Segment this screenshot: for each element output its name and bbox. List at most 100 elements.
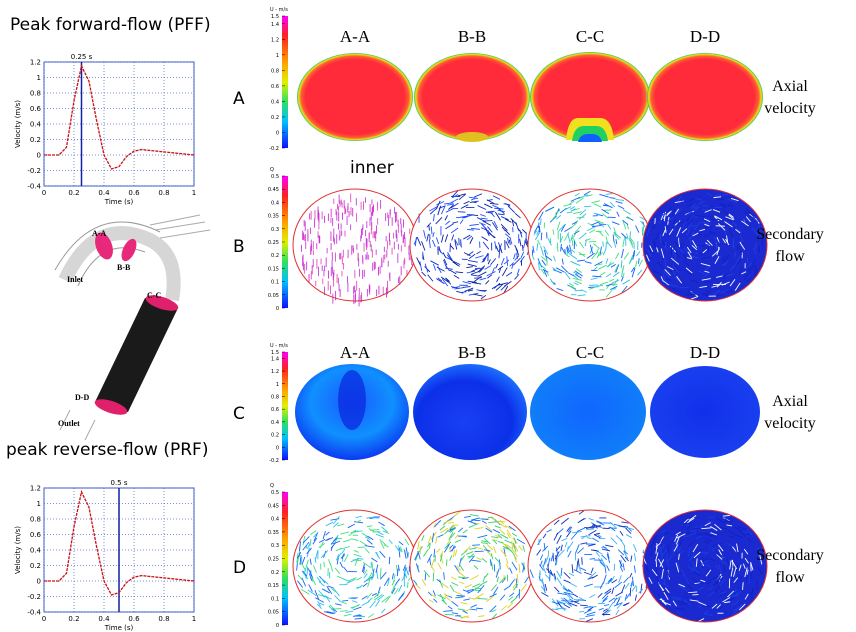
flow-vector (491, 536, 499, 539)
flow-vector (486, 271, 496, 277)
flow-vector (741, 530, 749, 534)
flow-vector (598, 230, 604, 237)
flow-vector (659, 215, 662, 225)
flow-vector (690, 225, 697, 227)
flow-vector (630, 581, 633, 587)
flow-vector (373, 591, 381, 599)
flow-vector (544, 206, 555, 212)
flow-vector (467, 251, 474, 256)
flow-vector (296, 555, 300, 564)
flow-vector (635, 586, 638, 592)
flow-vector (627, 527, 635, 530)
flow-vector (710, 525, 718, 531)
flow-vector (586, 537, 592, 540)
flow-vector (307, 589, 317, 596)
flow-vector (670, 535, 680, 540)
flow-vector (486, 550, 493, 558)
flow-vector (735, 259, 742, 267)
flow-vector (543, 584, 546, 594)
row-label: A (233, 89, 245, 109)
flow-vector (721, 208, 729, 215)
flow-vector (301, 556, 306, 565)
flow-vector (450, 227, 459, 234)
y-tick-label: 0.6 (30, 531, 42, 539)
flow-vector (479, 277, 487, 281)
flow-vector (536, 230, 540, 236)
flow-vector (745, 271, 751, 278)
flow-vector (626, 233, 629, 240)
flow-vector (482, 241, 490, 250)
flow-vector (549, 237, 552, 244)
colorbar-tick-label: 1.4 (271, 22, 279, 28)
flow-vector (466, 235, 473, 241)
flow-vector (662, 229, 666, 237)
flow-vector (744, 593, 749, 600)
flow-vector (690, 231, 695, 239)
flow-vector (443, 543, 450, 553)
flow-vector (477, 585, 485, 594)
flow-vector (435, 200, 441, 210)
flow-vector (444, 541, 452, 549)
flow-vector (714, 523, 722, 531)
flow-vector (583, 605, 592, 609)
flow-vector (471, 271, 479, 275)
flow-vector (383, 577, 390, 587)
flow-vector (451, 190, 459, 198)
flow-vector (443, 593, 449, 597)
flow-vector (351, 604, 360, 609)
flow-vector (747, 211, 756, 219)
flow-vector (427, 274, 434, 282)
colorbar-tick-label: 0.4 (271, 420, 279, 426)
colorbar-tick-label: 1.2 (271, 369, 279, 375)
flow-vector (572, 277, 582, 281)
flow-vector (688, 552, 695, 562)
flow-vector (596, 520, 603, 524)
flow-vector (299, 555, 302, 566)
flow-vector (686, 583, 694, 591)
flow-vector (476, 557, 483, 561)
flow-vector (732, 533, 743, 539)
flow-vector (440, 205, 446, 215)
flow-vector (574, 270, 583, 277)
flow-vector (606, 565, 610, 572)
y-axis-label: Velocity (m/s) (14, 526, 22, 574)
flow-vector (380, 541, 385, 549)
flow-vector (306, 547, 312, 555)
flow-vector (698, 270, 705, 275)
flow-vector (494, 207, 501, 210)
flow-vector (712, 209, 721, 213)
flow-section (528, 510, 652, 622)
flow-vector (613, 231, 622, 239)
flow-vector (729, 278, 736, 287)
flow-vector (485, 527, 493, 533)
flow-vector (564, 232, 570, 241)
flow-vector (699, 200, 705, 205)
flow-vector (495, 245, 500, 253)
flow-vector (480, 217, 488, 220)
colorbar-title: Q (270, 483, 274, 489)
flow-vector (343, 613, 352, 617)
flow-vector (451, 260, 461, 266)
side-label: flow (775, 248, 805, 265)
flow-vector (656, 576, 660, 582)
flow-vector (690, 203, 696, 209)
flow-vector (585, 194, 593, 197)
flow-vector (491, 221, 498, 231)
flow-vector (719, 526, 728, 530)
flow-vector (578, 596, 585, 601)
flow-vector (725, 289, 733, 293)
flow-vector (605, 241, 607, 250)
flow-vector (443, 259, 448, 269)
flow-vector (433, 522, 437, 528)
flow-vector (538, 262, 540, 271)
flow-vector (476, 607, 484, 610)
flow-vector (614, 581, 623, 589)
flow-vector (583, 571, 592, 576)
flow-vector (467, 263, 477, 267)
flow-vector (671, 287, 681, 293)
flow-vector (583, 609, 592, 614)
colorbar-tick-label: 0 (276, 623, 279, 629)
flow-vector (379, 568, 382, 578)
flow-vector (359, 540, 367, 546)
flow-vector (723, 565, 726, 573)
